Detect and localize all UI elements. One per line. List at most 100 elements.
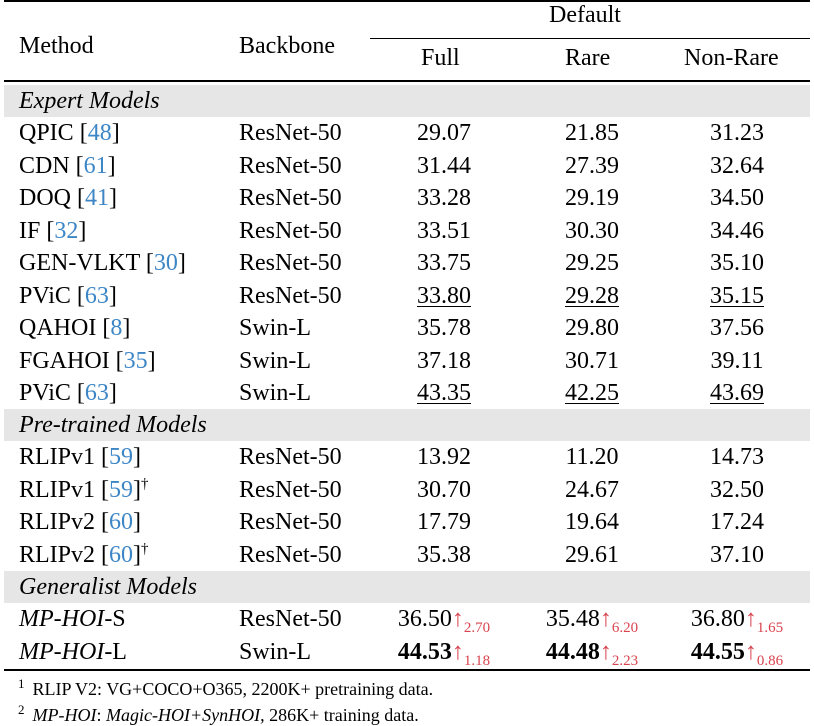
rare-cell: 27.39 [565, 152, 619, 179]
rare-cell: 44.48↑2.23 [545, 638, 639, 669]
method-cell: CDN [61] [19, 152, 116, 179]
table-row: QPIC [48] ResNet-50 29.07 21.85 31.23 [4, 117, 810, 150]
method-cell: RLIPv2 [60] [19, 509, 142, 535]
table-row: MP-HOI-L Swin-L 44.53↑1.18 44.48↑2.23 44… [4, 636, 810, 669]
top-rule [4, 0, 810, 2]
rare-cell: 30.71 [565, 347, 619, 374]
header-full: Full [421, 45, 460, 71]
citation-link[interactable]: 61 [83, 152, 108, 179]
header-default: Default [549, 2, 621, 28]
backbone-cell: ResNet-50 [239, 217, 342, 244]
nonrare-cell: 17.24 [710, 509, 764, 535]
full-cell: 30.70 [417, 476, 471, 503]
table-row: FGAHOI [35] Swin-L 37.18 30.71 39.11 [4, 345, 810, 378]
table-row: RLIPv1 [59]† ResNet-50 30.70 24.67 32.50 [4, 474, 810, 507]
full-cell: 36.50↑2.70 [397, 606, 491, 636]
rare-cell: 21.85 [565, 120, 619, 146]
citation-link[interactable]: 48 [87, 120, 112, 146]
method-cell: PViC [63] [19, 282, 117, 309]
method-cell: RLIPv2 [60]† [19, 540, 149, 568]
table-row: IF [32] ResNet-50 33.51 30.30 34.46 [4, 215, 810, 248]
citation-link[interactable]: 8 [110, 315, 123, 341]
rare-cell: 29.25 [565, 250, 619, 276]
nonrare-cell: 35.10 [710, 250, 764, 276]
backbone-cell: Swin-L [239, 380, 311, 406]
table-row: RLIPv2 [60] ResNet-50 17.79 19.64 17.24 [4, 506, 810, 539]
method-cell: QPIC [48] [19, 120, 120, 146]
nonrare-cell: 44.55↑0.86 [690, 638, 784, 669]
citation-link[interactable]: 30 [153, 250, 178, 276]
nonrare-cell: 34.46 [710, 217, 764, 244]
full-cell: 13.92 [417, 444, 471, 470]
backbone-cell: ResNet-50 [239, 185, 342, 211]
table-row: CDN [61] ResNet-50 31.44 27.39 32.64 [4, 150, 810, 183]
section-title: Expert Models [19, 88, 160, 114]
method-cell: PViC [63] [19, 380, 117, 406]
table-row: DOQ [41] ResNet-50 33.28 29.19 34.50 [4, 182, 810, 215]
rare-cell: 11.20 [565, 444, 619, 470]
backbone-cell: Swin-L [239, 638, 311, 665]
nonrare-cell: 35.15 [710, 282, 764, 309]
footnote-2: 2 MP-HOI: Magic-HOI+SynHOI, 286K+ trainin… [18, 702, 419, 725]
section-title: Generalist Models [19, 574, 197, 600]
method-cell: RLIPv1 [59] [19, 444, 142, 470]
citation-link[interactable]: 59 [109, 444, 134, 470]
full-cell: 33.28 [417, 185, 471, 211]
backbone-cell: Swin-L [239, 347, 311, 374]
dagger-mark: † [141, 475, 149, 492]
citation-link[interactable]: 63 [84, 282, 109, 309]
rare-cell: 30.30 [565, 217, 619, 244]
method-cell: MP-HOI-L [19, 638, 127, 665]
section-header: Pre-trained Models [4, 409, 810, 442]
table-row: RLIPv2 [60]† ResNet-50 35.38 29.61 37.10 [4, 539, 810, 572]
full-cell: 43.35 [417, 380, 471, 406]
method-cell: GEN-VLKT [30] [19, 250, 186, 276]
method-cell: DOQ [41] [19, 185, 117, 211]
nonrare-cell: 32.50 [710, 476, 764, 503]
citation-link[interactable]: 59 [109, 476, 134, 503]
section-band [4, 571, 810, 603]
citation-link[interactable]: 60 [109, 541, 134, 568]
rare-cell: 29.28 [565, 282, 619, 309]
header-rule [4, 80, 810, 82]
bottom-rule [4, 669, 810, 671]
full-cell: 37.18 [417, 347, 471, 374]
citation-link[interactable]: 60 [109, 509, 134, 535]
table-row: MP-HOI-S ResNet-50 36.50↑2.70 35.48↑6.20… [4, 603, 810, 636]
rare-cell: 42.25 [565, 380, 619, 406]
section-band [4, 85, 810, 117]
full-cell: 29.07 [417, 120, 471, 146]
nonrare-cell: 36.80↑1.65 [690, 606, 784, 636]
method-cell: RLIPv1 [59]† [19, 475, 149, 503]
nonrare-cell: 14.73 [710, 444, 764, 470]
table-row: GEN-VLKT [30] ResNet-50 33.75 29.25 35.1… [4, 247, 810, 280]
method-cell: FGAHOI [35] [19, 347, 156, 374]
nonrare-cell: 37.10 [710, 541, 764, 568]
footnote-1: 1 RLIP V2: VG+COCO+O365, 2200K+ pretraini… [18, 676, 434, 699]
table-row: PViC [63] ResNet-50 33.80 29.28 35.15 [4, 280, 810, 313]
table-row: RLIPv1 [59] ResNet-50 13.92 11.20 14.73 [4, 441, 810, 474]
full-cell: 35.78 [417, 315, 471, 341]
citation-link[interactable]: 32 [54, 217, 79, 244]
nonrare-cell: 39.11 [710, 347, 764, 374]
table-row: PViC [63] Swin-L 43.35 42.25 43.69 [4, 377, 810, 410]
dagger-mark: † [141, 540, 149, 557]
backbone-cell: ResNet-50 [239, 541, 342, 568]
citation-link[interactable]: 41 [85, 185, 109, 211]
rare-cell: 29.19 [565, 185, 619, 211]
default-cmidrule [370, 38, 810, 39]
rare-cell: 29.80 [565, 315, 619, 341]
citation-link[interactable]: 63 [84, 380, 109, 406]
full-cell: 33.75 [417, 250, 471, 276]
section-header: Generalist Models [4, 571, 810, 604]
backbone-cell: ResNet-50 [239, 250, 342, 276]
citation-link[interactable]: 35 [123, 347, 148, 374]
full-cell: 31.44 [417, 152, 471, 179]
full-cell: 35.38 [417, 541, 471, 568]
nonrare-cell: 32.64 [710, 152, 764, 179]
header-nonrare: Non-Rare [684, 45, 779, 71]
table-row: QAHOI [8] Swin-L 35.78 29.80 37.56 [4, 312, 810, 345]
backbone-cell: ResNet-50 [239, 509, 342, 535]
full-cell: 33.51 [417, 217, 471, 244]
method-cell: IF [32] [19, 217, 87, 244]
